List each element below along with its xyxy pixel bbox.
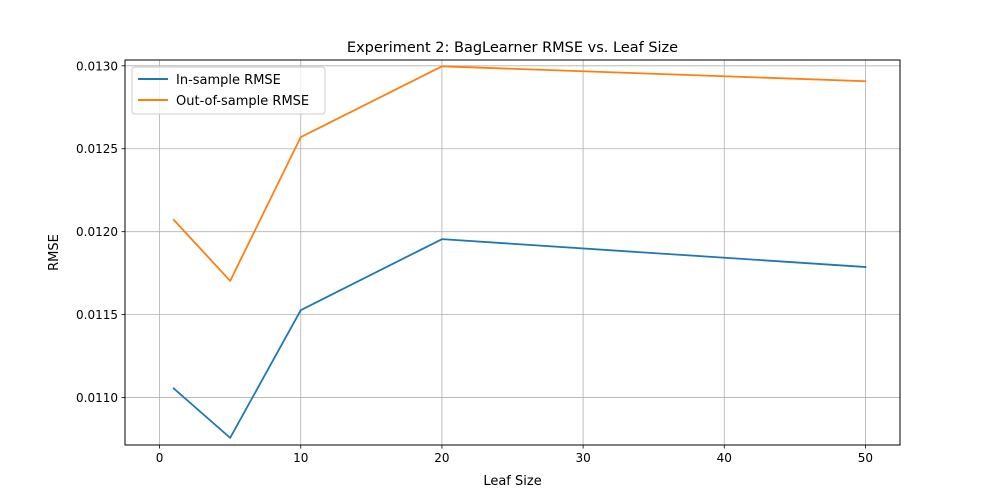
x-tick-label: 40: [717, 451, 732, 465]
legend-label-in-sample: In-sample RMSE: [176, 73, 281, 88]
x-axis-ticks: 0 10 20 30 40 50: [156, 445, 873, 465]
x-tick-label: 10: [293, 451, 308, 465]
y-axis-label: RMSE: [47, 234, 62, 271]
y-tick-label: 0.0115: [76, 308, 118, 322]
legend-box: [131, 66, 326, 115]
y-axis-ticks: 0.0110 0.0115 0.0120 0.0125 0.0130: [76, 59, 125, 405]
x-tick-label: 0: [156, 451, 164, 465]
x-tick-label: 50: [858, 451, 873, 465]
x-tick-label: 20: [434, 451, 449, 465]
series-line-1: [172, 65, 867, 282]
chart-title: Experiment 2: BagLearner RMSE vs. Leaf S…: [347, 40, 678, 56]
x-axis-label: Leaf Size: [483, 474, 541, 489]
y-tick-label: 0.0110: [76, 391, 118, 405]
series-lines: [172, 65, 867, 439]
legend-label-out-of-sample: Out-of-sample RMSE: [176, 94, 309, 109]
y-tick-label: 0.0125: [76, 142, 118, 156]
y-tick-label: 0.0130: [76, 59, 118, 73]
y-tick-label: 0.0120: [76, 225, 118, 239]
legend: In-sample RMSE Out-of-sample RMSE: [131, 66, 326, 115]
series-line-0: [172, 238, 867, 439]
plot-frame: [124, 59, 901, 446]
x-tick-label: 30: [575, 451, 590, 465]
